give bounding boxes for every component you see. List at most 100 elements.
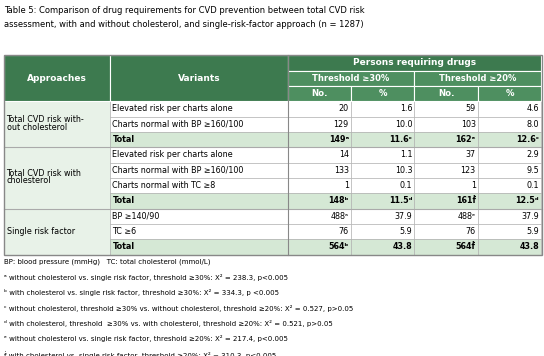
Text: %: % xyxy=(505,89,514,98)
Bar xyxy=(478,147,541,163)
Text: 161ḟ: 161ḟ xyxy=(456,197,475,205)
Bar xyxy=(288,193,351,209)
Bar xyxy=(415,86,478,101)
Bar xyxy=(478,116,541,132)
Bar xyxy=(415,70,541,86)
Bar xyxy=(351,193,415,209)
Bar xyxy=(110,132,288,147)
Text: 37.9: 37.9 xyxy=(394,212,412,221)
Bar xyxy=(478,209,541,224)
Text: 5.9: 5.9 xyxy=(399,227,412,236)
Text: 1: 1 xyxy=(471,181,475,190)
Bar xyxy=(4,209,110,255)
Text: 37.9: 37.9 xyxy=(521,212,539,221)
Text: 564ḟ: 564ḟ xyxy=(456,242,475,251)
Text: 488ᵃ: 488ᵃ xyxy=(331,212,349,221)
Text: 43.8: 43.8 xyxy=(520,242,539,251)
Text: Total CVD risk with-: Total CVD risk with- xyxy=(7,115,84,124)
Bar xyxy=(478,163,541,178)
Text: ᶜ without cholesterol, threshold ≥30% vs. without cholesterol, threshold ≥20%: X: ᶜ without cholesterol, threshold ≥30% vs… xyxy=(4,305,354,312)
Bar xyxy=(288,224,351,239)
Bar xyxy=(4,55,110,101)
Bar xyxy=(351,116,415,132)
Text: 8.0: 8.0 xyxy=(527,120,539,129)
Bar xyxy=(415,132,478,147)
Text: Single risk factor: Single risk factor xyxy=(7,227,75,236)
Bar xyxy=(288,239,351,255)
Text: 0.1: 0.1 xyxy=(400,181,412,190)
Text: 12.6ᶜ: 12.6ᶜ xyxy=(516,135,539,144)
Text: ᵈ with cholesterol, threshold  ≥30% vs. with cholesterol, threshold ≥20%: X² = 0: ᵈ with cholesterol, threshold ≥30% vs. w… xyxy=(4,320,333,327)
Text: out cholesterol: out cholesterol xyxy=(7,122,67,131)
Bar xyxy=(110,239,288,255)
Bar xyxy=(415,116,478,132)
Text: 76: 76 xyxy=(339,227,349,236)
Text: 37: 37 xyxy=(466,150,475,159)
Text: ᵇ with cholesterol vs. single risk factor, threshold ≥30%: X² = 334.3, p <0.005: ᵇ with cholesterol vs. single risk facto… xyxy=(4,289,280,297)
Bar xyxy=(110,55,288,101)
Text: ᵉ without cholesterol vs. single risk factor, threshold ≥20%: X² = 217.4, p<0.00: ᵉ without cholesterol vs. single risk fa… xyxy=(4,335,288,342)
Bar xyxy=(288,116,351,132)
Bar xyxy=(478,101,541,116)
Bar xyxy=(110,147,288,163)
Text: Total: Total xyxy=(113,242,134,251)
Bar xyxy=(110,193,288,209)
Bar xyxy=(351,86,415,101)
Text: Elevated risk per charts alone: Elevated risk per charts alone xyxy=(113,150,233,159)
Text: Threshold ≥20%: Threshold ≥20% xyxy=(439,74,517,83)
Text: 564ᵇ: 564ᵇ xyxy=(329,242,349,251)
Text: 103: 103 xyxy=(461,120,475,129)
Bar xyxy=(351,163,415,178)
Bar xyxy=(110,116,288,132)
Text: cholesterol: cholesterol xyxy=(7,176,51,185)
Text: Charts normal with BP ≥160/100: Charts normal with BP ≥160/100 xyxy=(113,120,244,129)
Text: Total CVD risk with: Total CVD risk with xyxy=(7,169,82,178)
Bar xyxy=(110,163,288,178)
Bar xyxy=(415,178,478,193)
Text: %: % xyxy=(379,89,387,98)
Bar xyxy=(288,55,541,70)
Bar xyxy=(4,147,110,209)
Text: TC ≥6: TC ≥6 xyxy=(113,227,137,236)
Text: BP: blood pressure (mmHg)   TC: total cholesterol (mmol/L): BP: blood pressure (mmHg) TC: total chol… xyxy=(4,259,211,265)
Text: 1.1: 1.1 xyxy=(400,150,412,159)
Bar xyxy=(351,209,415,224)
Bar xyxy=(478,224,541,239)
Text: 4.6: 4.6 xyxy=(527,104,539,113)
Bar xyxy=(478,132,541,147)
Text: 129: 129 xyxy=(333,120,349,129)
Bar xyxy=(288,209,351,224)
Bar xyxy=(110,101,288,116)
Text: ḟ with cholesterol vs. single risk factor, threshold ≥20%: X² = 310.3, p<0.005: ḟ with cholesterol vs. single risk facto… xyxy=(4,351,276,356)
Text: Total: Total xyxy=(113,135,134,144)
Bar xyxy=(415,193,478,209)
Text: 12.5ᵈ: 12.5ᵈ xyxy=(516,197,539,205)
Bar xyxy=(110,224,288,239)
Text: 148ᵇ: 148ᵇ xyxy=(329,197,349,205)
Bar xyxy=(110,209,288,224)
Bar xyxy=(4,101,110,147)
Text: Table 5: Comparison of drug requirements for CVD prevention between total CVD ri: Table 5: Comparison of drug requirements… xyxy=(4,6,365,15)
Bar xyxy=(110,178,288,193)
Bar xyxy=(288,86,351,101)
Bar xyxy=(351,239,415,255)
Bar xyxy=(478,193,541,209)
Text: BP ≥140/90: BP ≥140/90 xyxy=(113,212,160,221)
Bar xyxy=(288,178,351,193)
Text: No.: No. xyxy=(438,89,454,98)
Text: 1.6: 1.6 xyxy=(400,104,412,113)
Text: 14: 14 xyxy=(339,150,349,159)
Text: 2.9: 2.9 xyxy=(527,150,539,159)
Text: Threshold ≥30%: Threshold ≥30% xyxy=(312,74,390,83)
Bar xyxy=(351,101,415,116)
Text: 76: 76 xyxy=(466,227,475,236)
Text: 133: 133 xyxy=(334,166,349,175)
Bar xyxy=(415,224,478,239)
Bar xyxy=(415,163,478,178)
Bar xyxy=(288,163,351,178)
Bar xyxy=(478,178,541,193)
Text: 43.8: 43.8 xyxy=(393,242,412,251)
Bar xyxy=(351,147,415,163)
Text: 10.0: 10.0 xyxy=(395,120,412,129)
Text: Persons requiring drugs: Persons requiring drugs xyxy=(353,58,476,67)
